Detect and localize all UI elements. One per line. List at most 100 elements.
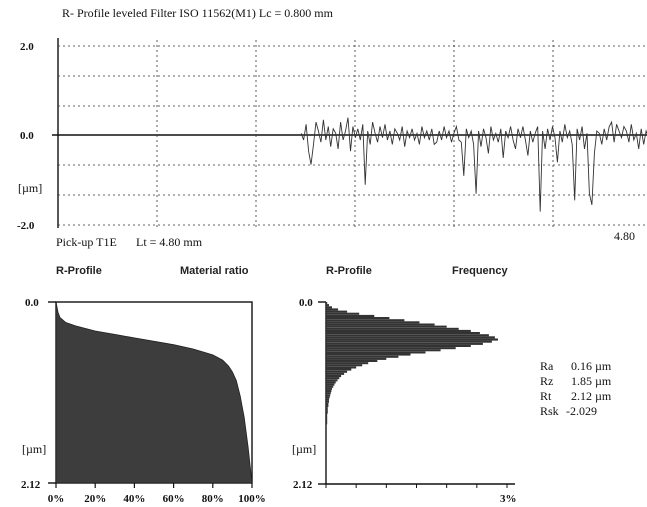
frequency-bar (326, 372, 345, 375)
frequency-bar (326, 342, 483, 345)
frequency-bar (326, 447, 327, 450)
stat-value-ra: 0.16 µm (571, 359, 612, 373)
frequency-bar (326, 465, 327, 468)
frequency-bar (326, 357, 387, 360)
frequency-bar (326, 329, 471, 332)
frequency-bar (326, 480, 327, 483)
frequency-bar (326, 460, 327, 463)
frequency-bar (326, 435, 327, 438)
roughness-stats: Ra 0.16 µm Rz 1.85 µm Rt 2.12 µm Rsk -2.… (540, 359, 612, 418)
material-ratio-xtick-label: 60% (163, 493, 185, 505)
stat-label-rt: Rt (540, 389, 552, 403)
frequency-bar (326, 368, 352, 371)
profile-xtick-label: 4.80 (614, 229, 635, 243)
frequency-bars (326, 302, 498, 483)
stat-value-rz: 1.85 µm (571, 374, 612, 388)
material-ratio-xtick-label: 100% (238, 493, 266, 505)
frequency-bar (326, 437, 327, 440)
frequency-bar (326, 452, 327, 455)
frequency-bar (326, 398, 329, 401)
frequency-bar (326, 381, 336, 384)
frequency-bar (326, 432, 327, 435)
frequency-bar (326, 469, 327, 472)
frequency-bar (326, 325, 447, 328)
frequency-bar (326, 422, 328, 425)
frequency-bar (326, 355, 399, 358)
stat-value-rt: 2.12 µm (571, 389, 612, 403)
frequency-bar (326, 334, 489, 337)
frequency-bar (326, 441, 327, 444)
frequency-bar (326, 409, 328, 412)
frequency-bar (326, 430, 327, 433)
frequency-bar (326, 396, 330, 399)
frequency-bar (326, 353, 411, 356)
frequency-bar (326, 362, 369, 365)
frequency-bar (326, 366, 357, 369)
frequency-bar (326, 394, 331, 397)
frequency-bar (326, 310, 348, 313)
frequency-bar (326, 428, 327, 431)
material-ratio-ytick-label: 2.12 (21, 479, 41, 491)
material-ratio-chart: 0.0 2.12 [µm] 0% 20% 40% 60% 80% 100% (21, 297, 266, 505)
frequency-xtick-label: 3% (500, 493, 517, 505)
frequency-bar (326, 340, 492, 343)
frequency-bar (326, 439, 327, 442)
frequency-bar (326, 424, 327, 427)
frequency-bar (326, 385, 334, 388)
frequency-bar (326, 405, 329, 408)
frequency-bar (326, 377, 340, 380)
frequency-bar (326, 338, 498, 341)
frequency-bar (326, 411, 328, 414)
frequency-bar (326, 450, 327, 453)
frequency-bar (326, 413, 328, 416)
frequency-y-axis-label: [µm] (292, 442, 316, 456)
frequency-bar (326, 415, 328, 418)
frequency-bar (326, 473, 327, 476)
left-panel-title: R-Profile (56, 265, 102, 277)
stat-label-rz: Rz (540, 374, 553, 388)
frequency-chart: 0.0 2.12 [µm] 3% (292, 297, 517, 505)
chart-title: R- Profile leveled Filter ISO 11562(M1) … (62, 6, 334, 20)
material-ratio-ytick-label: 0.0 (25, 297, 39, 309)
material-ratio-xtick-label: 0% (48, 493, 65, 505)
frequency-bar (326, 417, 328, 420)
frequency-bar (326, 426, 327, 429)
frequency-bar (326, 304, 329, 307)
frequency-bar (326, 478, 327, 481)
frequency-bar (326, 379, 338, 382)
right-panel-title: R-Profile (326, 265, 372, 277)
frequency-bar (326, 349, 441, 352)
frequency-bar (326, 402, 329, 405)
frequency-bar (326, 375, 342, 378)
frequency-bar (326, 308, 339, 311)
material-ratio-area (55, 301, 253, 484)
frequency-bar (326, 332, 480, 335)
frequency-bar (326, 458, 327, 461)
frequency-bar (326, 467, 327, 470)
frequency-bar (326, 323, 435, 326)
frequency-bar (326, 475, 327, 478)
frequency-bar (326, 471, 327, 474)
frequency-bar (326, 327, 459, 330)
frequency-bar (326, 302, 328, 305)
frequency-bar (326, 463, 327, 466)
frequency-bar (326, 420, 328, 423)
frequency-bar (326, 370, 348, 373)
frequency-bar (326, 336, 495, 339)
material-ratio-xticks: 0% 20% 40% 60% 80% 100% (48, 483, 266, 505)
stat-value-rsk: -2.029 (566, 404, 597, 418)
frequency-bar (326, 351, 426, 354)
stat-label-ra: Ra (540, 359, 554, 373)
profile-y-axis-label: [µm] (18, 181, 42, 195)
frequency-bar (326, 390, 332, 393)
profile-ytick-label: 2.0 (20, 41, 34, 53)
frequency-bar (326, 392, 331, 395)
left-panel-subtitle: Material ratio (180, 265, 249, 277)
material-ratio-xtick-label: 80% (202, 493, 224, 505)
frequency-bar (326, 347, 456, 350)
frequency-bar (326, 407, 328, 410)
frequency-ytick-label: 0.0 (299, 297, 313, 309)
right-panel-subtitle: Frequency (452, 265, 509, 277)
profile-ytick-label: 0.0 (20, 130, 34, 142)
